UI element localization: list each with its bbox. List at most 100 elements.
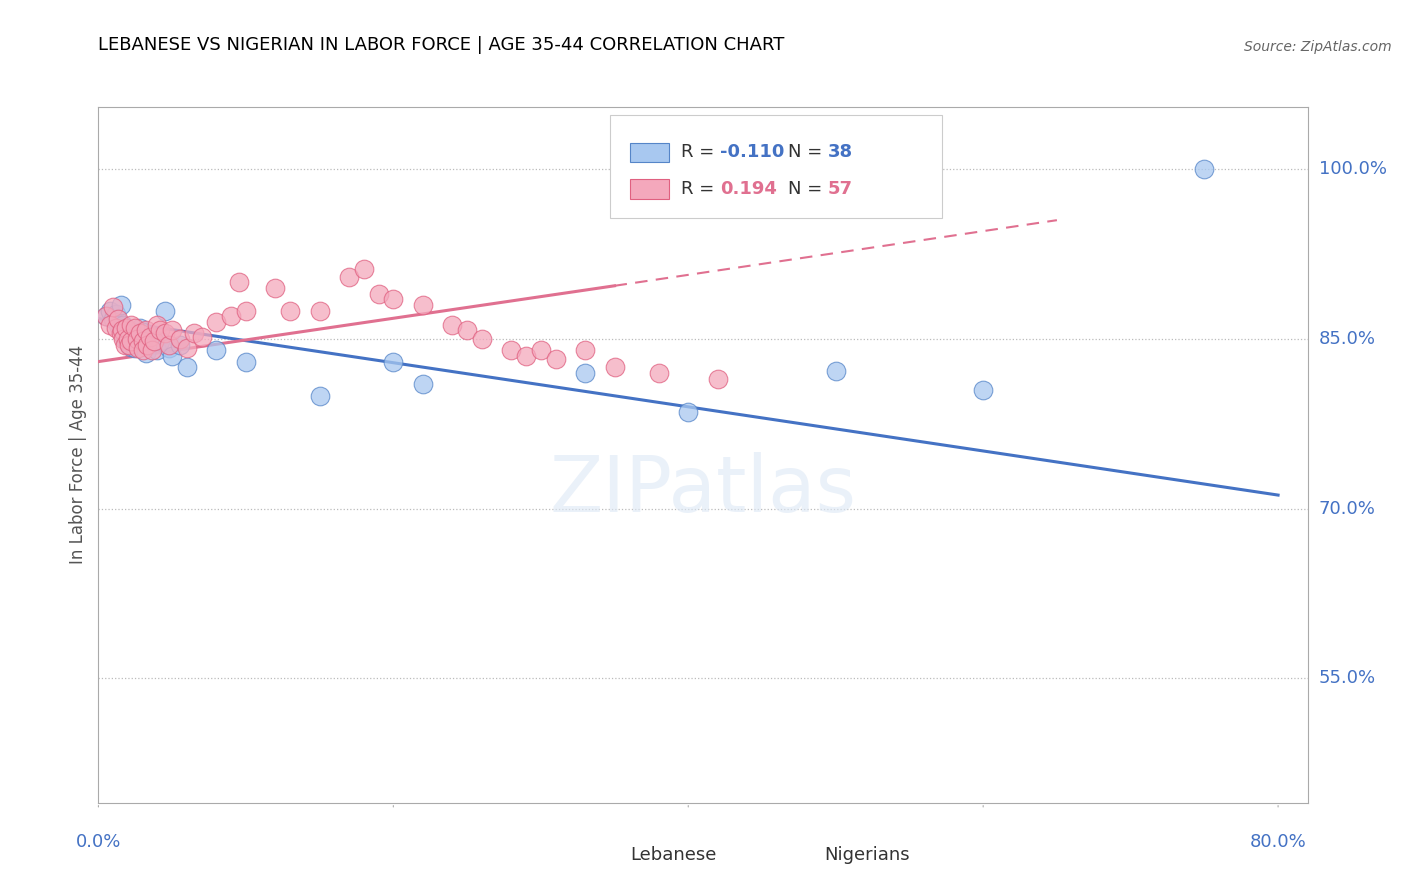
- Point: [441, 318, 464, 333]
- Point: [574, 366, 596, 380]
- Text: 57: 57: [828, 180, 852, 198]
- Point: [98, 318, 121, 333]
- Text: R =: R =: [682, 144, 720, 161]
- Point: [118, 337, 141, 351]
- Point: [706, 371, 728, 385]
- Point: [135, 345, 157, 359]
- Point: [648, 366, 671, 380]
- Point: [278, 303, 301, 318]
- Point: [190, 329, 212, 343]
- Text: 85.0%: 85.0%: [1319, 330, 1375, 348]
- Point: [131, 334, 153, 349]
- Text: 100.0%: 100.0%: [1319, 161, 1386, 178]
- Point: [143, 334, 166, 349]
- Point: [112, 332, 135, 346]
- Point: [114, 337, 136, 351]
- Point: [94, 310, 117, 324]
- Point: [107, 318, 129, 333]
- Text: N =: N =: [787, 180, 828, 198]
- Point: [124, 332, 146, 346]
- Text: N =: N =: [787, 144, 828, 161]
- Point: [110, 320, 132, 334]
- Point: [471, 332, 494, 346]
- Point: [111, 323, 134, 337]
- Point: [176, 360, 198, 375]
- Point: [157, 337, 180, 351]
- Point: [98, 303, 121, 318]
- Point: [101, 311, 124, 326]
- Text: R =: R =: [682, 180, 720, 198]
- Point: [169, 332, 191, 346]
- Point: [219, 310, 242, 324]
- Point: [105, 307, 128, 321]
- Point: [456, 323, 478, 337]
- Point: [110, 326, 132, 341]
- Text: LEBANESE VS NIGERIAN IN LABOR FORCE | AGE 35-44 CORRELATION CHART: LEBANESE VS NIGERIAN IN LABOR FORCE | AG…: [98, 36, 785, 54]
- FancyBboxPatch shape: [582, 846, 619, 864]
- Point: [101, 300, 124, 314]
- Point: [118, 337, 141, 351]
- Y-axis label: In Labor Force | Age 35-44: In Labor Force | Age 35-44: [69, 345, 87, 565]
- Point: [308, 388, 330, 402]
- Text: -0.110: -0.110: [720, 144, 785, 161]
- Point: [603, 360, 626, 375]
- Point: [120, 318, 142, 333]
- Point: [124, 320, 146, 334]
- Point: [160, 349, 183, 363]
- Point: [183, 326, 205, 341]
- Point: [107, 311, 129, 326]
- Point: [972, 383, 994, 397]
- Point: [382, 354, 405, 368]
- Point: [160, 323, 183, 337]
- Point: [149, 334, 172, 349]
- Point: [382, 293, 405, 307]
- Text: 80.0%: 80.0%: [1250, 833, 1306, 851]
- Text: 70.0%: 70.0%: [1319, 500, 1375, 517]
- Point: [176, 341, 198, 355]
- Point: [124, 341, 146, 355]
- Point: [146, 318, 169, 333]
- Point: [412, 377, 434, 392]
- Point: [125, 332, 148, 346]
- Point: [501, 343, 523, 358]
- Point: [117, 332, 139, 346]
- Point: [131, 325, 153, 339]
- Point: [105, 320, 128, 334]
- Point: [337, 269, 360, 284]
- Point: [153, 303, 176, 318]
- Point: [139, 332, 162, 346]
- Point: [136, 337, 159, 351]
- Point: [235, 354, 257, 368]
- Point: [157, 341, 180, 355]
- Point: [127, 341, 149, 355]
- Text: 38: 38: [828, 144, 852, 161]
- Text: ZIPatlas: ZIPatlas: [550, 451, 856, 528]
- Point: [128, 326, 150, 341]
- Text: 0.194: 0.194: [720, 180, 776, 198]
- FancyBboxPatch shape: [630, 179, 669, 199]
- Point: [143, 334, 166, 349]
- Point: [205, 343, 228, 358]
- Point: [149, 323, 172, 337]
- FancyBboxPatch shape: [776, 846, 811, 864]
- Point: [110, 298, 132, 312]
- Text: Source: ZipAtlas.com: Source: ZipAtlas.com: [1244, 39, 1392, 54]
- Point: [115, 320, 138, 334]
- Point: [353, 261, 375, 276]
- Point: [264, 281, 287, 295]
- Point: [530, 343, 553, 358]
- Point: [169, 337, 191, 351]
- FancyBboxPatch shape: [610, 115, 942, 219]
- Point: [228, 276, 250, 290]
- Point: [94, 310, 117, 324]
- FancyBboxPatch shape: [630, 143, 669, 162]
- Point: [120, 334, 142, 349]
- Text: Nigerians: Nigerians: [824, 846, 910, 864]
- Point: [131, 343, 153, 358]
- Point: [128, 320, 150, 334]
- Text: 55.0%: 55.0%: [1319, 669, 1376, 688]
- Point: [117, 334, 139, 349]
- Point: [153, 326, 176, 341]
- Point: [112, 318, 135, 333]
- Point: [367, 286, 389, 301]
